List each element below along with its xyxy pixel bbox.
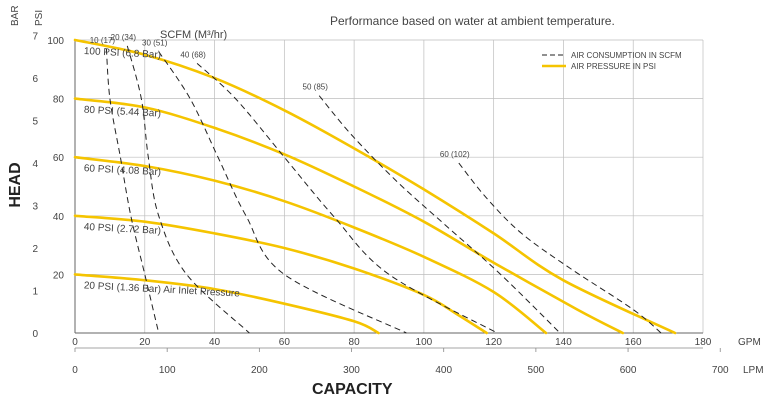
air-pressure-curves <box>73 38 677 335</box>
pressure-curve <box>73 214 488 335</box>
scfm-curve <box>458 162 662 334</box>
y-tick-bar: 2 <box>32 244 38 255</box>
chart-title: Performance based on water at ambient te… <box>330 14 615 28</box>
x-tick-lpm: 100 <box>159 365 176 376</box>
y-tick-bar: 4 <box>32 159 38 170</box>
y-unit-left: BAR <box>10 5 21 26</box>
scfm-curve-label: 30 (51) <box>142 39 168 48</box>
pressure-curve <box>73 155 548 335</box>
pressure-curve <box>73 273 380 335</box>
x-tick-gpm: 140 <box>555 337 572 348</box>
x-tick-lpm: 200 <box>251 365 268 376</box>
y-tick-psi: 40 <box>53 212 65 223</box>
x-tick-lpm: 500 <box>528 365 545 376</box>
y-tick-bar: 3 <box>32 202 38 213</box>
scfm-curve-label: 40 (68) <box>180 50 206 59</box>
x-tick-gpm: 100 <box>416 337 433 348</box>
scfm-curve <box>158 51 407 334</box>
x-tick-gpm: 40 <box>209 337 221 348</box>
scfm-curve-label: 60 (102) <box>440 150 470 159</box>
scfm-header: SCFM (M³/hr) <box>160 29 227 41</box>
x-unit-lpm: LPM <box>743 365 764 376</box>
x-tick-lpm: 400 <box>435 365 452 376</box>
pressure-curve-label: 40 PSI (2.72 Bar) <box>84 222 162 237</box>
y-tick-psi: 80 <box>53 95 65 106</box>
x-tick-lpm: 600 <box>620 365 637 376</box>
y-tick-bar: 1 <box>32 287 38 298</box>
air-consumption-curves <box>105 45 662 334</box>
pressure-curve-label: 80 PSI (5.44 Bar) <box>84 105 162 120</box>
y-tick-psi: 100 <box>47 36 64 47</box>
legend-label-scfm: AIR CONSUMPTION IN SCFM <box>571 51 682 60</box>
x-tick-lpm: 700 <box>712 365 729 376</box>
x-tick-gpm: 60 <box>279 337 291 348</box>
y-tick-psi: 20 <box>53 270 65 281</box>
x-tick-lpm: 300 <box>343 365 360 376</box>
scfm-curve <box>196 63 498 334</box>
x-tick-gpm: 180 <box>695 337 712 348</box>
pressure-curve <box>73 38 677 335</box>
legend-label-pressure: AIR PRESSURE IN PSI <box>571 62 656 71</box>
pressure-curve <box>73 97 625 335</box>
x-axis-title: CAPACITY <box>312 381 393 398</box>
y-tick-bar: 0 <box>32 329 38 340</box>
scfm-curve <box>105 48 160 334</box>
grid-lines <box>74 39 704 349</box>
x-tick-gpm: 120 <box>485 337 502 348</box>
scfm-curve <box>318 95 561 334</box>
x-tick-lpm: 0 <box>72 365 78 376</box>
y-axis-title: HEAD <box>7 162 24 207</box>
x-tick-gpm: 80 <box>349 337 361 348</box>
y-tick-psi: 60 <box>53 153 65 164</box>
scfm-curve-label: 20 (34) <box>111 33 137 42</box>
x-unit-gpm: GPM <box>738 337 761 348</box>
pressure-curve-label: 60 PSI (4.08 Bar) <box>84 163 162 178</box>
x-tick-gpm: 20 <box>139 337 151 348</box>
y-tick-bar: 5 <box>32 117 38 128</box>
x-tick-gpm: 160 <box>625 337 642 348</box>
scfm-curve-label: 10 (17) <box>90 36 116 45</box>
legend: AIR CONSUMPTION IN SCFM AIR PRESSURE IN … <box>542 51 682 71</box>
scfm-curve <box>126 45 250 334</box>
y-tick-bar: 6 <box>32 74 38 85</box>
x-tick-gpm: 0 <box>72 337 78 348</box>
scfm-curve-label: 50 (85) <box>303 83 329 92</box>
y-tick-bar: 7 <box>32 32 38 43</box>
y-unit-right: PSI <box>34 10 45 26</box>
pressure-curve-label: 100 PSI (6.8 Bar) <box>84 46 162 61</box>
